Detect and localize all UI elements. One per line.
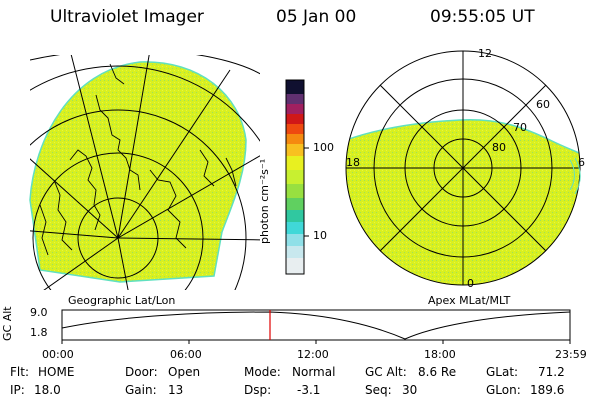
apex-polar-plot [345, 50, 581, 286]
mode-value: Normal [292, 365, 336, 379]
seq-label: Seq: [365, 383, 392, 397]
glat-label: GLat: [486, 365, 519, 379]
altitude-plot [61, 309, 571, 344]
seq-value: 30 [402, 383, 418, 397]
xtick-2359: 23:59 [555, 348, 587, 361]
dayside-arc [569, 157, 581, 195]
gcalt-value: 8.6 Re [418, 365, 457, 379]
dsp-label: Dsp: [244, 383, 272, 397]
colorbar [285, 79, 309, 275]
gcalt-label: GC Alt: [365, 365, 407, 379]
colorbar-tick-10: 10 [313, 229, 327, 242]
apex-caption: Apex MLat/MLT [428, 294, 511, 307]
xtick-1200: 12:00 [297, 348, 329, 361]
lat-label-70: 70 [513, 121, 527, 134]
glon-value: 189.6 [530, 383, 565, 397]
glat-value: 71.2 [538, 365, 565, 379]
geographic-caption: Geographic Lat/Lon [68, 294, 176, 307]
flt-label: Flt: [10, 365, 29, 379]
xtick-1800: 18:00 [424, 348, 456, 361]
date-label: 05 Jan 00 [276, 7, 357, 27]
mlt-label-6: 6 [578, 156, 585, 169]
altitude-curve [61, 311, 571, 340]
geo-fill [29, 61, 247, 283]
coastline [39, 63, 237, 256]
dsp-value: -3.1 [297, 383, 321, 397]
ip-value: 18.0 [34, 383, 61, 397]
altitude-ylabel: GC Alt [1, 306, 14, 341]
instrument-title: Ultraviolet Imager [50, 7, 204, 27]
apex-fill [346, 119, 580, 285]
door-label: Door: [125, 365, 158, 379]
mode-label: Mode: [244, 365, 281, 379]
gain-value: 13 [168, 383, 184, 397]
geographic-map [29, 55, 260, 290]
flt-value: HOME [38, 365, 75, 379]
mlt-label-0: 0 [467, 277, 474, 290]
door-value: Open [168, 365, 201, 379]
colorbar-tick-100: 100 [313, 141, 334, 154]
lat-label-80: 80 [492, 141, 506, 154]
glon-label: GLon: [486, 383, 521, 397]
mlt-label-12: 12 [478, 47, 492, 60]
altitude-ytick-1-8: 1.8 [30, 326, 48, 339]
mlt-label-18: 18 [346, 156, 360, 169]
xtick-0000: 00:00 [42, 348, 74, 361]
xtick-0600: 06:00 [170, 348, 202, 361]
ip-label: IP: [10, 383, 25, 397]
altitude-ytick-9: 9.0 [30, 306, 48, 319]
lat-label-60: 60 [536, 98, 550, 111]
colorbar-unit-label: photon cm⁻²s⁻¹ [258, 158, 271, 244]
gain-label: Gain: [125, 383, 157, 397]
time-label: 09:55:05 UT [430, 7, 535, 27]
